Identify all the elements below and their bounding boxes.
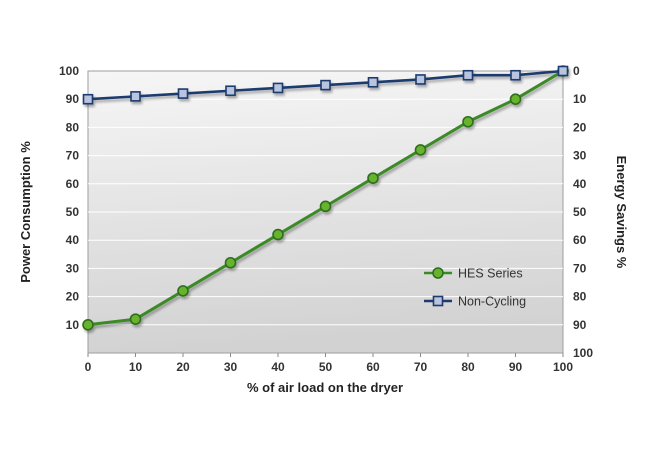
data-point-marker xyxy=(319,200,332,213)
legend-item-non-cycling: Non-Cycling xyxy=(424,295,526,309)
right-axis-tick-label: 0 xyxy=(573,64,580,78)
left-axis-tick-label: 80 xyxy=(66,120,80,134)
data-point-marker xyxy=(462,115,474,128)
left-axis-tick-label: 100 xyxy=(59,64,79,78)
data-point-marker xyxy=(225,85,236,97)
data-point-marker xyxy=(510,69,521,81)
right-axis-tick-label: 70 xyxy=(573,261,587,275)
data-point-marker xyxy=(320,79,331,91)
x-axis-tick-label: 50 xyxy=(319,360,333,374)
legend-item-hes-series: HES Series xyxy=(424,267,523,281)
x-axis-tick-label: 0 xyxy=(85,360,92,374)
x-axis-tick-label: 60 xyxy=(366,360,380,374)
x-axis-title: % of air load on the dryer xyxy=(247,380,403,395)
legend-label: Non-Cycling xyxy=(458,295,526,309)
data-point-marker xyxy=(367,76,379,88)
left-axis-tick-label: 10 xyxy=(66,318,80,332)
x-axis-tick-label: 40 xyxy=(271,360,285,374)
right-axis-tick-label: 40 xyxy=(573,177,587,191)
left-axis-tick-label: 40 xyxy=(66,233,80,247)
x-axis-tick-label: 30 xyxy=(224,360,238,374)
left-axis-tick-label: 70 xyxy=(66,149,80,163)
data-point-marker xyxy=(414,144,427,156)
data-point-marker xyxy=(367,172,379,184)
left-axis-tick-label: 60 xyxy=(66,177,80,191)
legend: HES Series Non-Cycling xyxy=(424,267,526,309)
data-point-marker xyxy=(130,91,141,102)
axis-labels: 1009080706050403020100102030405060708090… xyxy=(59,64,593,374)
x-axis-tick-label: 80 xyxy=(461,360,475,374)
left-axis-tick-label: 50 xyxy=(66,205,80,219)
right-axis-tick-label: 10 xyxy=(573,92,587,106)
right-axis-title: Energy Savings % xyxy=(614,156,629,269)
data-point-marker xyxy=(177,285,189,297)
right-axis-tick-label: 50 xyxy=(573,205,587,219)
data-point-marker xyxy=(224,256,237,269)
left-axis-tick-label: 90 xyxy=(66,92,80,106)
data-point-marker xyxy=(509,93,522,105)
left-axis-title: Power Consumption % xyxy=(18,141,33,283)
data-point-marker xyxy=(557,65,569,77)
left-axis-tick-label: 20 xyxy=(66,290,80,304)
right-axis-tick-label: 80 xyxy=(573,290,587,304)
x-axis-tick-label: 90 xyxy=(509,360,523,374)
x-axis-tick-label: 100 xyxy=(553,360,573,374)
data-point-marker xyxy=(415,74,426,85)
data-point-marker xyxy=(82,318,94,331)
data-point-marker xyxy=(82,93,94,105)
data-point-marker xyxy=(129,313,142,325)
data-point-marker xyxy=(272,82,284,94)
data-point-marker xyxy=(462,69,474,81)
right-axis-tick-label: 100 xyxy=(573,346,593,360)
series-lines xyxy=(82,65,569,331)
x-axis-tick-label: 10 xyxy=(129,360,143,374)
gridlines xyxy=(88,98,563,326)
right-axis-tick-label: 20 xyxy=(573,120,587,134)
x-axis-tick-label: 70 xyxy=(414,360,428,374)
legend-marker-circle-icon xyxy=(432,267,444,279)
right-axis-tick-label: 90 xyxy=(573,318,587,332)
legend-label: HES Series xyxy=(458,267,523,281)
legend-marker-square-icon xyxy=(432,295,444,307)
left-axis-tick-label: 30 xyxy=(66,261,80,275)
data-point-marker xyxy=(272,228,284,241)
x-axis-tick-label: 20 xyxy=(176,360,190,374)
data-point-marker xyxy=(177,88,189,99)
right-axis-tick-label: 30 xyxy=(573,149,587,163)
right-axis-tick-label: 60 xyxy=(573,233,587,247)
